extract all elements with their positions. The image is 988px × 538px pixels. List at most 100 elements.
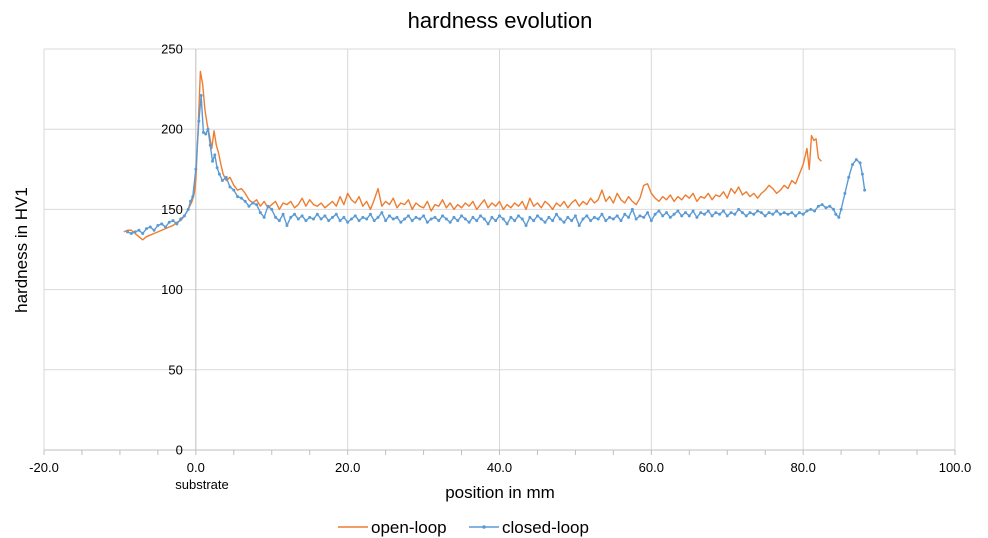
- tick-labels: 0 50 100 150 200 250 -20.0 0.0 20.0 40.0 60.0 80.0 1…: [29, 42, 971, 476]
- data-point-closed-loop: [513, 219, 517, 223]
- data-point-closed-loop: [167, 220, 171, 224]
- data-point-closed-loop: [566, 215, 570, 219]
- data-point-closed-loop: [414, 215, 418, 219]
- data-point-closed-loop: [778, 212, 782, 216]
- data-point-closed-loop: [206, 127, 210, 131]
- series-closed-loop: [126, 94, 867, 235]
- data-point-closed-loop: [501, 217, 505, 221]
- data-point-closed-loop: [171, 219, 175, 223]
- data-point-closed-loop: [573, 214, 577, 218]
- data-point-closed-loop: [851, 162, 855, 166]
- data-point-closed-loop: [191, 195, 195, 199]
- data-point-closed-loop: [251, 201, 255, 205]
- data-point-closed-loop: [520, 217, 524, 221]
- y-tick-label: 50: [168, 362, 182, 377]
- data-point-closed-loop: [232, 188, 236, 192]
- data-point-closed-loop: [255, 203, 259, 207]
- data-point-closed-loop: [710, 214, 714, 218]
- series-line-closed-loop: [127, 94, 866, 235]
- data-point-closed-loop: [456, 219, 460, 223]
- data-point-closed-loop: [702, 212, 706, 216]
- data-point-closed-loop: [828, 204, 832, 208]
- data-point-closed-loop: [725, 214, 729, 218]
- data-point-closed-loop: [733, 212, 737, 216]
- data-point-closed-loop: [820, 203, 824, 207]
- data-point-closed-loop: [285, 223, 289, 227]
- data-point-closed-loop: [535, 214, 539, 218]
- data-point-closed-loop: [581, 217, 585, 221]
- data-point-closed-loop: [672, 212, 676, 216]
- data-point-closed-loop: [505, 222, 509, 226]
- data-point-closed-loop: [532, 219, 536, 223]
- data-point-closed-loop: [467, 220, 471, 224]
- data-point-closed-loop: [630, 207, 634, 211]
- data-point-closed-loop: [695, 215, 699, 219]
- data-point-closed-loop: [186, 207, 190, 211]
- y-tick-label: 150: [161, 202, 183, 217]
- data-point-closed-loop: [293, 212, 297, 216]
- data-point-closed-loop: [365, 217, 369, 221]
- data-point-closed-loop: [361, 215, 365, 219]
- data-point-closed-loop: [247, 204, 251, 208]
- data-point-closed-loop: [782, 211, 786, 215]
- data-point-closed-loop: [775, 209, 779, 213]
- data-point-closed-loop: [790, 211, 794, 215]
- data-point-closed-loop: [376, 215, 380, 219]
- data-point-closed-loop: [771, 212, 775, 216]
- x-tick-label: 100.0: [939, 460, 972, 475]
- data-point-closed-loop: [201, 130, 205, 134]
- data-point-closed-loop: [228, 185, 232, 189]
- data-point-closed-loop: [217, 172, 221, 176]
- data-point-closed-loop: [756, 209, 760, 213]
- data-point-closed-loop: [744, 214, 748, 218]
- data-point-closed-loop: [304, 219, 308, 223]
- y-tick-label: 250: [161, 42, 183, 57]
- data-point-closed-loop: [592, 215, 596, 219]
- data-point-closed-loop: [144, 227, 148, 231]
- data-point-closed-loop: [638, 214, 642, 218]
- data-point-closed-loop: [729, 211, 733, 215]
- data-point-closed-loop: [213, 153, 217, 157]
- data-point-closed-loop: [490, 215, 494, 219]
- data-point-closed-loop: [763, 214, 767, 218]
- data-point-closed-loop: [197, 119, 201, 123]
- data-point-closed-loop: [270, 207, 274, 211]
- data-point-closed-loop: [642, 215, 646, 219]
- data-point-closed-loop: [524, 223, 528, 227]
- data-point-closed-loop: [740, 211, 744, 215]
- data-point-closed-loop: [346, 220, 350, 224]
- data-point-closed-loop: [429, 217, 433, 221]
- data-point-closed-loop: [837, 215, 841, 219]
- data-point-closed-loop: [334, 212, 338, 216]
- legend-marker-closed-loop: [482, 525, 486, 529]
- data-point-closed-loop: [649, 219, 653, 223]
- data-point-closed-loop: [330, 215, 334, 219]
- data-point-closed-loop: [547, 215, 551, 219]
- data-point-closed-loop: [661, 214, 665, 218]
- data-point-closed-loop: [577, 223, 581, 227]
- data-point-closed-loop: [863, 188, 867, 192]
- data-point-closed-loop: [163, 225, 167, 229]
- data-point-closed-loop: [315, 212, 319, 216]
- data-point-closed-loop: [274, 215, 278, 219]
- data-point-closed-loop: [611, 217, 615, 221]
- series-open-loop: [123, 70, 822, 241]
- data-point-closed-loop: [141, 231, 145, 235]
- data-point-closed-loop: [258, 211, 262, 215]
- data-point-closed-loop: [296, 217, 300, 221]
- data-point-closed-loop: [653, 212, 657, 216]
- data-point-closed-loop: [444, 217, 448, 221]
- data-point-closed-loop: [737, 207, 741, 211]
- data-point-closed-loop: [395, 215, 399, 219]
- data-point-closed-loop: [691, 209, 695, 213]
- data-point-closed-loop: [786, 212, 790, 216]
- chart-title: hardness evolution: [408, 8, 593, 33]
- data-point-closed-loop: [403, 217, 407, 221]
- data-point-closed-loop: [387, 214, 391, 218]
- data-point-closed-loop: [634, 217, 638, 221]
- data-point-closed-loop: [494, 219, 498, 223]
- data-point-closed-loop: [133, 230, 137, 234]
- data-point-closed-loop: [832, 207, 836, 211]
- data-point-closed-loop: [175, 222, 179, 226]
